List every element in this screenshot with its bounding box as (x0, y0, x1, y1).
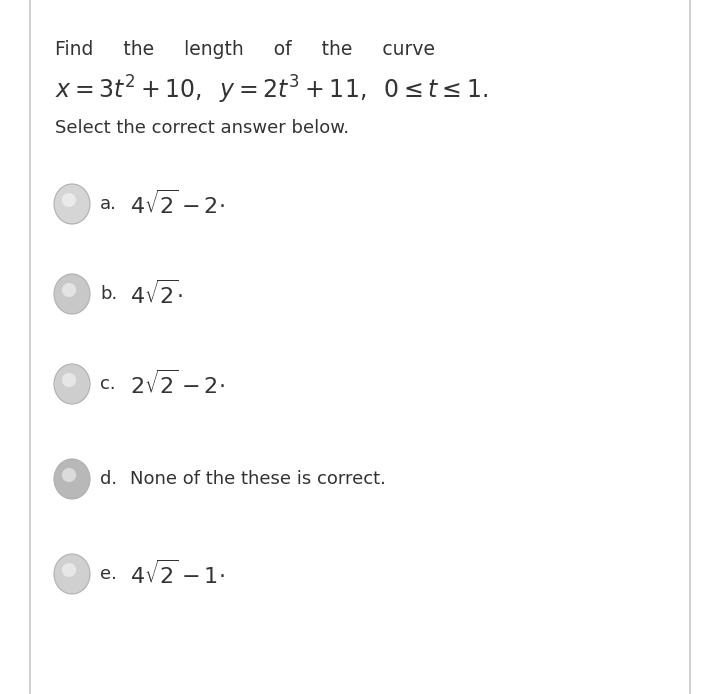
Ellipse shape (54, 554, 90, 594)
Text: c.: c. (100, 375, 116, 393)
Text: $2\sqrt{2} - 2$·: $2\sqrt{2} - 2$· (130, 370, 225, 398)
Ellipse shape (54, 364, 90, 404)
Text: $4\sqrt{2} - 1$·: $4\sqrt{2} - 1$· (130, 560, 225, 589)
Text: d.: d. (100, 470, 117, 488)
Text: Find     the     length     of     the     curve: Find the length of the curve (55, 40, 435, 58)
Ellipse shape (62, 468, 76, 482)
Text: None of the these is correct.: None of the these is correct. (130, 470, 386, 488)
Ellipse shape (54, 184, 90, 224)
Text: e.: e. (100, 565, 117, 583)
Ellipse shape (62, 563, 76, 577)
Text: a.: a. (100, 195, 117, 213)
Ellipse shape (62, 283, 76, 297)
Text: b.: b. (100, 285, 117, 303)
Text: $x = 3t^2 + 10,\;\; y = 2t^3 + 11,\;\; 0 \leq t \leq 1.$: $x = 3t^2 + 10,\;\; y = 2t^3 + 11,\;\; 0… (55, 74, 488, 106)
Ellipse shape (54, 459, 90, 499)
Text: Select the correct answer below.: Select the correct answer below. (55, 119, 349, 137)
Ellipse shape (62, 193, 76, 207)
Text: $4\sqrt{2}$·: $4\sqrt{2}$· (130, 280, 184, 308)
Text: $4\sqrt{2} - 2$·: $4\sqrt{2} - 2$· (130, 189, 225, 218)
Ellipse shape (54, 274, 90, 314)
Ellipse shape (62, 373, 76, 387)
